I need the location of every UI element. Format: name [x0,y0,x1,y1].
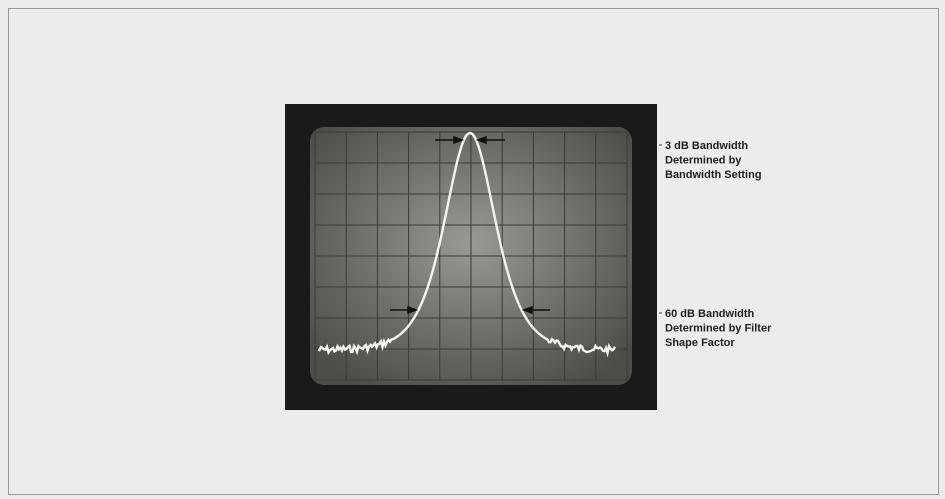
annotation-line: Determined by Filter [665,322,772,334]
trace [317,131,617,358]
annotation-line: 3 dB Bandwidth [665,140,748,152]
graticule [314,131,628,381]
annotation-line: Determined by [665,154,742,166]
frame [8,8,939,495]
annotation-line: Bandwidth Setting [665,169,762,181]
annotation-line: Shape Factor [665,337,735,349]
annotations: 3 dB Bandwidth Determined by Bandwidth Set… [665,140,772,349]
annotation-line: 60 dB Bandwidth [665,308,755,320]
arrows [390,135,550,315]
